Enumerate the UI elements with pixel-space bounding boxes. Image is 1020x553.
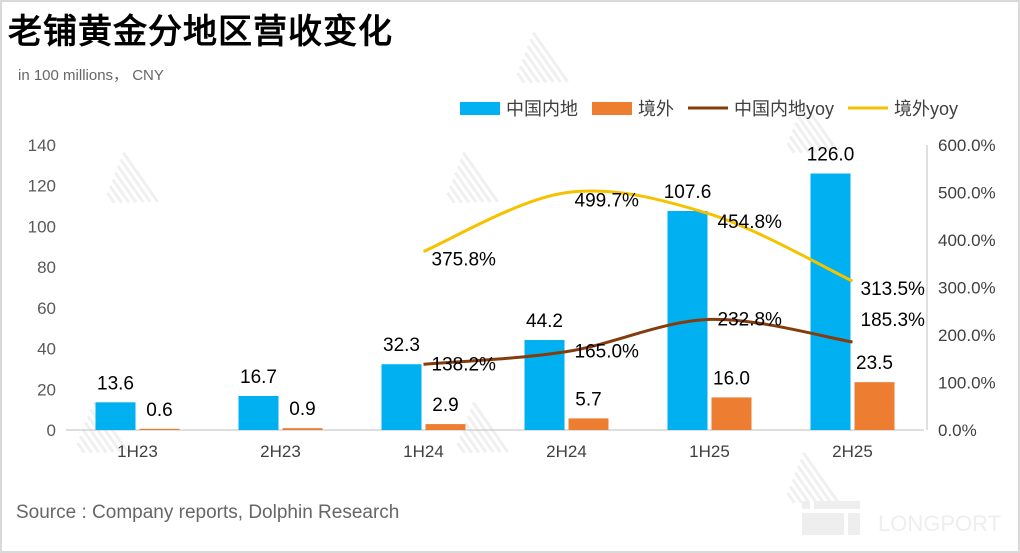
y2-tick-label: 0.0% bbox=[938, 421, 977, 440]
longport-logo-graphic: LONGPORT bbox=[802, 501, 1001, 536]
chart-title: 老铺黄金分地区营收变化 bbox=[8, 12, 393, 52]
line-overseas-yoy bbox=[422, 189, 854, 283]
watermark-mark bbox=[786, 101, 839, 154]
longport-logo: LONGPORT bbox=[802, 499, 1012, 544]
bar-overseas bbox=[711, 397, 752, 430]
bar-overseas bbox=[568, 418, 609, 430]
y-tick-label: 0 bbox=[47, 421, 56, 440]
watermark-mark bbox=[106, 151, 159, 204]
data-label: 454.8% bbox=[718, 212, 783, 233]
bar-mainland bbox=[381, 364, 422, 430]
data-label: 32.3 bbox=[383, 335, 420, 356]
source-note: Source : Company reports, Dolphin Resear… bbox=[16, 502, 400, 523]
x-tick-label: 1H23 bbox=[117, 442, 158, 461]
data-label: 165.0% bbox=[575, 342, 640, 363]
data-label: 13.6 bbox=[97, 373, 134, 394]
y-tick-label: 60 bbox=[37, 299, 56, 318]
y-tick-label: 40 bbox=[37, 340, 56, 359]
bar-mainland bbox=[95, 402, 136, 430]
data-label: 185.3% bbox=[861, 310, 926, 331]
data-label: 23.5 bbox=[856, 353, 893, 374]
y2-tick-label: 400.0% bbox=[938, 231, 996, 250]
bar-mainland bbox=[810, 173, 851, 430]
watermark-mark bbox=[516, 31, 569, 84]
line-mainland-yoy bbox=[423, 317, 853, 366]
data-label: 44.2 bbox=[526, 311, 563, 332]
bar-overseas bbox=[282, 428, 323, 430]
legend-label: 中国内地yoy bbox=[734, 99, 834, 119]
x-tick-label: 1H24 bbox=[403, 442, 444, 461]
data-label: 232.8% bbox=[718, 309, 783, 330]
y2-tick-label: 600.0% bbox=[938, 136, 996, 155]
x-tick-label: 1H25 bbox=[689, 442, 730, 461]
y2-tick-label: 300.0% bbox=[938, 279, 996, 298]
logo-text: LONGPORT bbox=[878, 511, 1001, 536]
data-label: 5.7 bbox=[575, 389, 601, 410]
data-label: 313.5% bbox=[861, 279, 926, 300]
data-label: 16.7 bbox=[240, 367, 277, 388]
data-label: 499.7% bbox=[575, 191, 640, 212]
bar-overseas bbox=[425, 424, 466, 430]
y2-tick-label: 100.0% bbox=[938, 374, 996, 393]
y-tick-label: 20 bbox=[37, 380, 56, 399]
y-tick-label: 80 bbox=[37, 258, 56, 277]
y2-tick-label: 500.0% bbox=[938, 184, 996, 203]
y-tick-label: 140 bbox=[28, 136, 56, 155]
bar-overseas bbox=[854, 382, 895, 430]
y-tick-label: 100 bbox=[28, 217, 56, 236]
data-label: 2.9 bbox=[432, 395, 458, 416]
legend-label: 境外yoy bbox=[894, 99, 958, 119]
data-label: 0.9 bbox=[289, 399, 315, 420]
y-tick-label: 120 bbox=[28, 177, 56, 196]
data-label: 107.6 bbox=[664, 182, 712, 203]
x-tick-label: 2H24 bbox=[546, 442, 587, 461]
data-label: 126.0 bbox=[807, 145, 855, 166]
data-label: 0.6 bbox=[146, 400, 172, 421]
legend-label: 境外 bbox=[638, 99, 674, 119]
x-tick-label: 2H25 bbox=[832, 442, 873, 461]
data-label: 375.8% bbox=[432, 249, 497, 270]
watermark-mark bbox=[786, 451, 839, 504]
watermark-mark bbox=[446, 151, 499, 204]
unit-note: in 100 millions， CNY bbox=[18, 67, 164, 84]
x-tick-label: 2H23 bbox=[260, 442, 301, 461]
data-label: 16.0 bbox=[713, 368, 750, 389]
legend-swatch bbox=[592, 102, 632, 115]
legend-swatch bbox=[460, 102, 500, 115]
legend-label: 中国内地 bbox=[506, 99, 578, 119]
y2-tick-label: 200.0% bbox=[938, 326, 996, 345]
data-label: 138.2% bbox=[432, 354, 497, 375]
bar-overseas bbox=[139, 428, 180, 430]
bar-mainland bbox=[238, 396, 279, 430]
